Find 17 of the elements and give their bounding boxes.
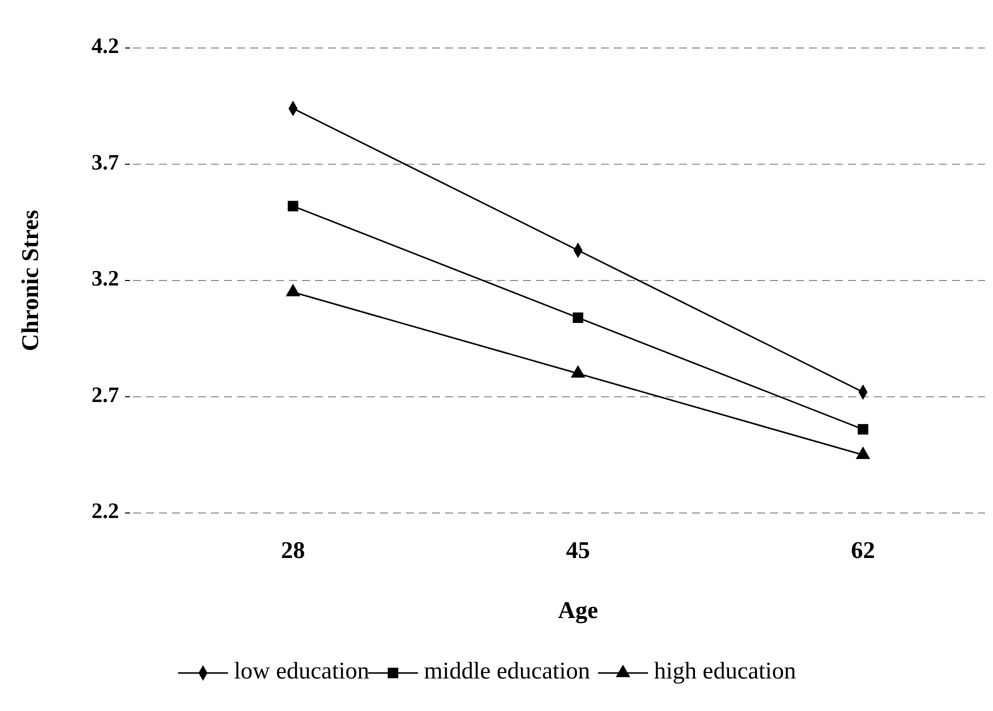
y-axis-title: Chronic Stres — [18, 210, 44, 352]
point — [288, 200, 298, 212]
legend-label: high education — [654, 658, 796, 685]
x-tick-label: 62 — [851, 538, 875, 564]
y-tick-label: 2.2 — [92, 498, 119, 524]
x-tick-label: 45 — [566, 538, 590, 564]
x-axis-title: Age — [558, 598, 598, 624]
legend-label: low education — [234, 658, 370, 685]
y-tick-label: 3.2 — [92, 266, 119, 291]
y-tick-label: 2.7 — [92, 382, 119, 407]
legend-label: middle education — [424, 658, 590, 685]
point — [572, 312, 584, 323]
point — [856, 446, 870, 460]
y-tick-label: 4.2 — [92, 33, 119, 58]
y-tick-label: 3.7 — [92, 149, 119, 174]
x-tick-label: 28 — [281, 538, 305, 564]
point — [858, 424, 868, 435]
